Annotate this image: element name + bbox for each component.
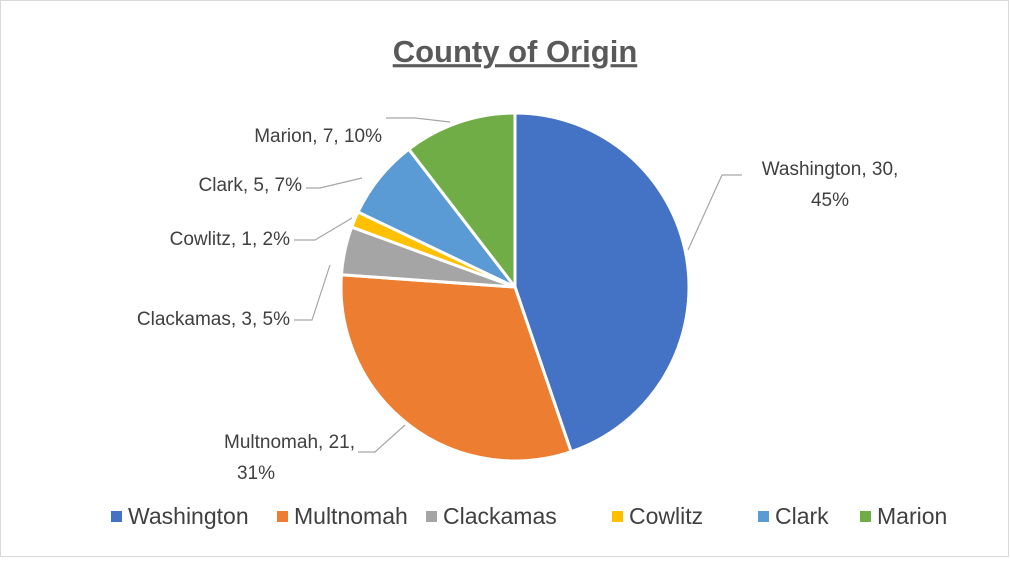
legend-swatch: [111, 511, 122, 522]
pie-slice: [513, 111, 691, 454]
legend-label: Cowlitz: [629, 503, 703, 529]
data-label-line: 45%: [811, 190, 849, 211]
data-label: Clackamas, 3, 5%: [137, 309, 290, 330]
legend-label: Washington: [128, 503, 249, 529]
data-label: Marion, 7, 10%: [254, 126, 382, 147]
data-label-line: Multnomah, 21,: [224, 432, 355, 453]
legend-swatch: [612, 511, 623, 522]
legend-swatch: [860, 511, 871, 522]
leader-line: [358, 424, 406, 453]
legend-label: Clackamas: [443, 503, 557, 529]
legend-label: Multnomah: [294, 503, 408, 529]
data-label: Washington, 30, 45%: [762, 159, 899, 211]
pie-slice: [339, 273, 573, 463]
data-label: Multnomah, 21, 31%: [224, 432, 355, 484]
legend-swatch: [277, 511, 288, 522]
pie-slice: [407, 111, 517, 289]
data-label: Clark, 5, 7%: [199, 175, 303, 196]
leader-line: [294, 217, 353, 241]
legend-swatch: [426, 511, 437, 522]
data-label-line: Washington, 30,: [762, 159, 899, 180]
legend-label: Clark: [775, 503, 829, 529]
leader-line: [687, 174, 742, 251]
data-label: Cowlitz, 1, 2%: [170, 229, 290, 250]
leader-line: [306, 177, 363, 189]
chart-title: County of Origin: [393, 34, 638, 69]
leader-line: [386, 117, 451, 123]
legend-swatch: [758, 511, 769, 522]
leader-line: [294, 264, 331, 321]
data-label-line: 31%: [237, 463, 275, 484]
legend-label: Marion: [877, 503, 947, 529]
